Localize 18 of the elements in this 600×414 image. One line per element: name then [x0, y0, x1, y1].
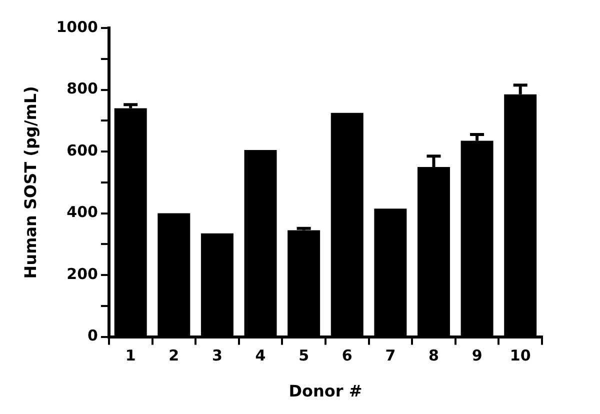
y-tick-label: 200 — [66, 264, 98, 283]
x-tick-label: 1 — [125, 346, 136, 365]
y-tick-label: 0 — [88, 326, 98, 345]
x-tick-label: 8 — [428, 346, 439, 365]
x-tick-label: 9 — [472, 346, 482, 365]
y-tick-label: 1000 — [56, 18, 98, 36]
y-tick-label: 600 — [66, 141, 98, 160]
x-tick-label: 10 — [510, 346, 531, 365]
x-tick-label: 6 — [342, 346, 352, 365]
x-tick-label: 2 — [168, 346, 180, 365]
y-axis-title: Human SOST (pg/mL) — [20, 86, 40, 279]
y-tick-label: 800 — [66, 80, 98, 98]
x-tick-label: 3 — [212, 346, 222, 365]
x-tick-label: 5 — [298, 346, 310, 365]
x-axis-title: Donor # — [288, 382, 362, 401]
x-tick-label: 7 — [385, 346, 396, 365]
y-tick-label: 400 — [66, 203, 98, 222]
x-tick-label: 4 — [255, 346, 266, 365]
